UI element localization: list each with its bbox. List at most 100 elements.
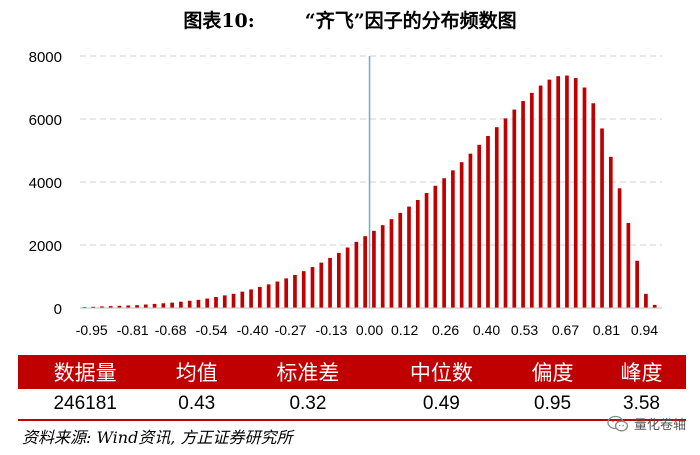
- histogram-bar: [117, 305, 122, 308]
- x-tick-label: -0.95: [76, 322, 108, 338]
- histogram-bar: [284, 278, 289, 308]
- histogram-bar: [547, 79, 552, 308]
- histogram-bar: [486, 136, 490, 308]
- histogram-bar: [582, 87, 587, 308]
- histogram-bar: [530, 92, 534, 308]
- histogram-bar: [442, 178, 446, 308]
- histogram-bar: [170, 302, 174, 308]
- histogram-bar: [538, 85, 543, 308]
- y-tick-label: 6000: [29, 112, 62, 129]
- histogram-bar: [108, 306, 113, 308]
- histogram-bar: [424, 193, 429, 308]
- histogram-bar: [336, 252, 341, 308]
- histogram-bar: [459, 162, 464, 308]
- x-tick-label: 0.40: [473, 322, 500, 338]
- x-tick-label: 0.53: [511, 322, 538, 338]
- x-tick-label: -0.81: [117, 322, 149, 338]
- histogram-bar: [249, 289, 253, 308]
- histogram-bar: [389, 219, 394, 308]
- histogram-bar: [617, 188, 622, 308]
- chart-svg: 0 2000 4000 6000 8000 -0.95 -0.81 -0.68 -0.54 -0.…: [29, 49, 662, 338]
- histogram-bar: [372, 230, 376, 308]
- x-tick-label: -0.13: [316, 322, 348, 338]
- stats-value-count: 246181: [18, 389, 153, 421]
- histogram-bar: [600, 128, 604, 308]
- x-tick-label: -0.40: [237, 322, 269, 338]
- stats-value-kurtosis: 3.58: [597, 389, 686, 421]
- histogram-bar: [652, 304, 657, 308]
- figure-title-text: “齐飞”因子的分布频数图: [304, 10, 517, 32]
- x-tick-label: 0.12: [391, 322, 418, 338]
- histogram-bar: [608, 156, 613, 308]
- histogram-bar: [573, 78, 578, 308]
- wechat-icon: [607, 415, 629, 433]
- histogram-bar: [301, 271, 306, 308]
- histogram-bar: [100, 306, 104, 308]
- stats-header-median: 中位数: [374, 355, 509, 389]
- figure-number: 图表10:: [183, 10, 255, 32]
- histogram-bar: [635, 260, 639, 308]
- histogram-bar: [494, 127, 499, 308]
- x-tick-label: -0.54: [196, 322, 228, 338]
- y-tick-label: 2000: [29, 238, 62, 255]
- histogram-bar: [196, 299, 201, 308]
- stats-value-row: 246181 0.43 0.32 0.49 0.95 3.58: [18, 389, 686, 421]
- x-tick-label: -0.27: [275, 322, 307, 338]
- stats-value-mean: 0.43: [152, 389, 242, 421]
- histogram-bar: [152, 303, 157, 308]
- histogram-bar: [512, 109, 517, 308]
- x-tick-label: 0.26: [432, 322, 459, 338]
- histogram-bar: [143, 304, 148, 308]
- watermark: 量化卷轴: [607, 414, 686, 433]
- histogram-bar: [565, 75, 569, 308]
- x-tick-label: 0.67: [552, 322, 579, 338]
- histogram-bar: [275, 281, 280, 308]
- stats-value-skew: 0.95: [508, 389, 597, 421]
- histogram-bar: [415, 199, 420, 308]
- histogram-bar: [266, 284, 271, 308]
- histogram-bar: [310, 267, 315, 308]
- y-tick-label: 0: [54, 301, 62, 318]
- histogram-bar: [214, 296, 218, 308]
- histogram-bar: [380, 225, 385, 308]
- histogram-bar: [433, 185, 438, 308]
- watermark-text: 量化卷轴: [633, 417, 686, 432]
- histogram-bar: [363, 236, 367, 308]
- histogram-bar: [231, 293, 236, 308]
- histogram-bar: [354, 241, 359, 308]
- stats-header-kurtosis: 峰度: [597, 355, 686, 389]
- stats-value-std: 0.32: [241, 389, 375, 421]
- histogram-bar: [521, 101, 525, 308]
- histogram-bar: [407, 206, 411, 308]
- histogram-chart: 0 2000 4000 6000 8000 -0.95 -0.81 -0.68 -0.54 -0.…: [0, 36, 700, 352]
- x-tick-label: 0.94: [631, 322, 658, 338]
- histogram-bar: [240, 291, 245, 308]
- histogram-bar: [161, 303, 166, 308]
- histogram-bar: [187, 300, 192, 308]
- x-tick-label: 0.00: [356, 322, 383, 338]
- stats-header-skew: 偏度: [508, 355, 597, 389]
- histogram-bar: [398, 212, 403, 308]
- histogram-bar: [477, 144, 482, 308]
- histogram-bar: [135, 305, 139, 308]
- histogram-bar: [319, 262, 324, 308]
- histogram-bar: [222, 295, 227, 308]
- stats-value-median: 0.49: [374, 389, 509, 421]
- histogram-bar: [556, 76, 561, 308]
- histogram-bar: [626, 222, 631, 308]
- x-tick-label: -0.68: [155, 322, 187, 338]
- stats-header-mean: 均值: [152, 355, 242, 389]
- histogram-bar: [468, 153, 473, 308]
- histogram-bar: [126, 305, 131, 308]
- stats-header-row: 数据量 均值 标准差 中位数 偏度 峰度: [18, 355, 686, 389]
- histogram-bar: [345, 247, 350, 308]
- x-tick-label: 0.81: [593, 322, 620, 338]
- histogram-bar: [293, 274, 297, 308]
- histogram-bar: [91, 306, 96, 308]
- histogram-bar: [179, 301, 183, 308]
- histogram-bar: [328, 257, 332, 308]
- histogram-bar: [205, 298, 210, 308]
- y-tick-label: 8000: [29, 49, 62, 66]
- histogram-bar: [451, 170, 455, 308]
- source-note: 资料来源: Wind资讯, 方正证券研究所: [22, 428, 293, 447]
